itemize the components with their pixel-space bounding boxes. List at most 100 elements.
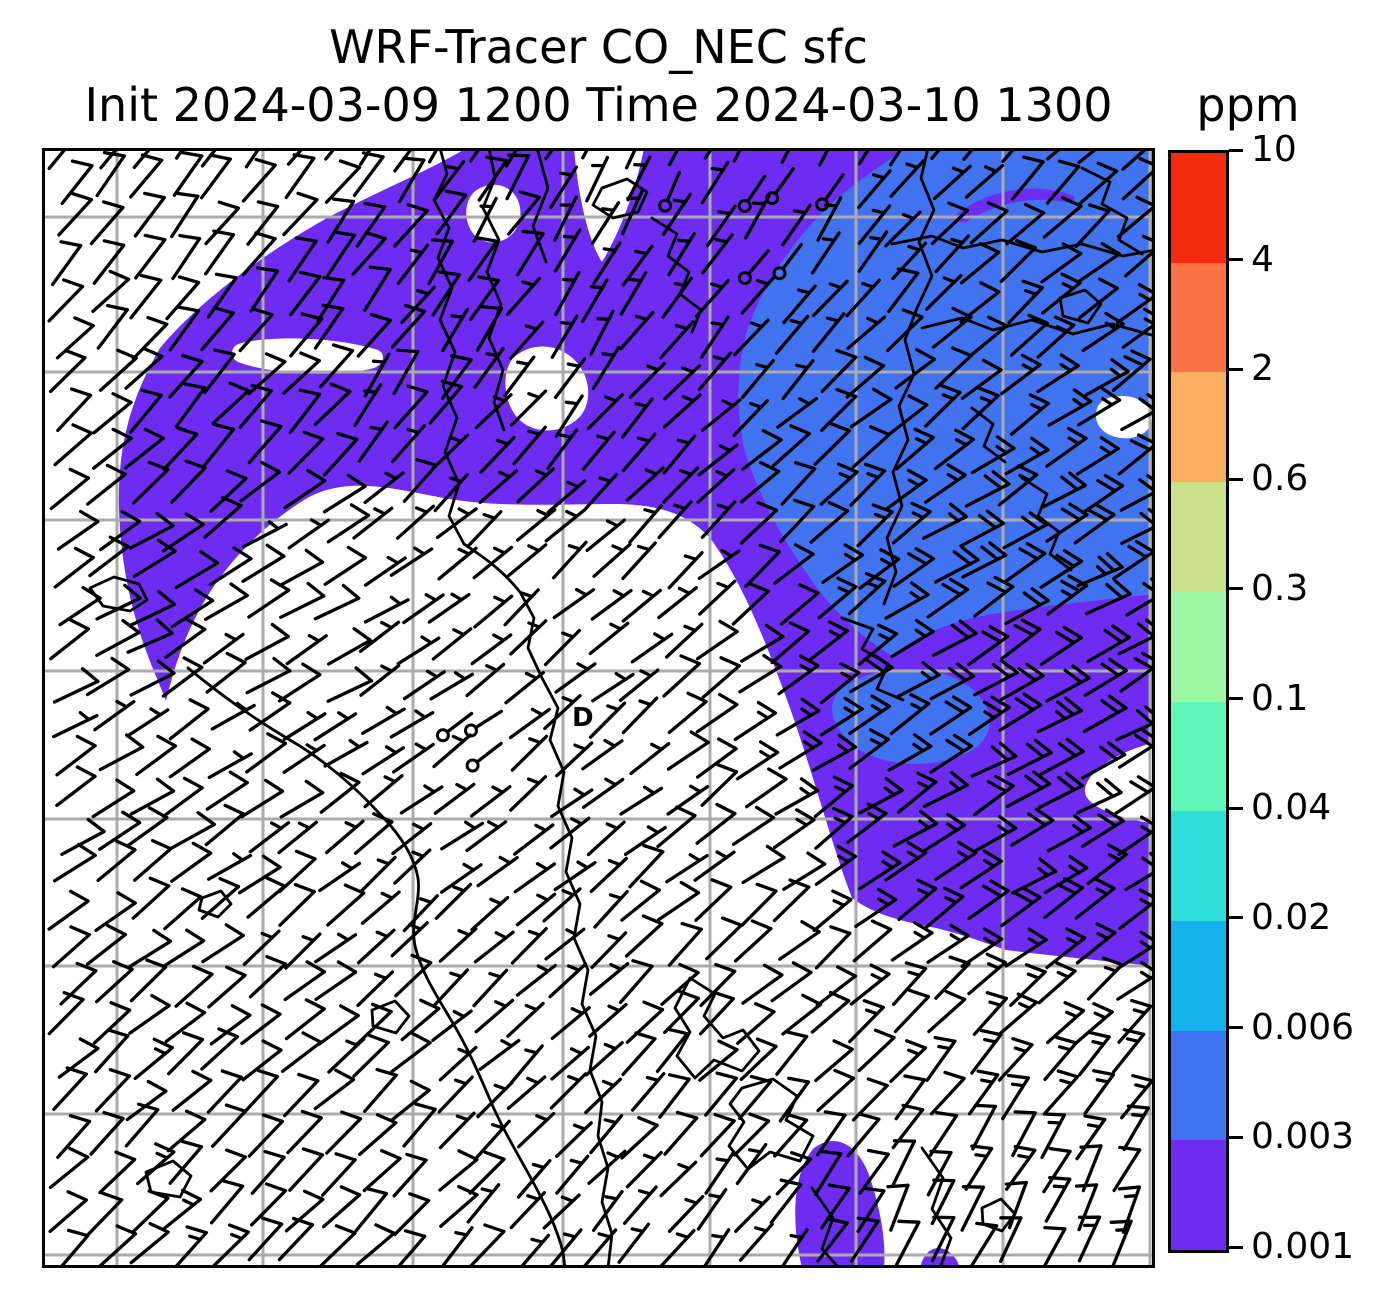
wind-barb [313,1068,356,1111]
wind-barb [327,1037,366,1074]
wind-barb [961,541,1008,579]
wind-barb [731,805,776,846]
wind-barb [517,1111,556,1149]
wind-barb [779,583,820,626]
colorbar-tick [1229,258,1243,262]
wind-barb [479,435,516,474]
wind-barb [925,1035,957,1082]
wind-barb [1077,1030,1111,1077]
wind-barb [47,991,85,1036]
wind-barb [434,882,473,920]
wind-barb [775,1030,809,1076]
map-plot: D [42,148,1155,1268]
wind-barb [972,991,1009,1036]
wind-barb [593,889,629,929]
wind-barb [630,632,674,664]
colorbar-tick-label: 0.003 [1251,1116,1355,1158]
wind-barb [819,662,861,705]
wind-barb [699,962,737,1008]
wind-barb [857,1028,896,1073]
wind-barb [782,284,817,325]
wind-barb [48,1146,90,1190]
wind-barb [393,1192,431,1237]
wind-barb [125,707,170,738]
wind-barb [970,1028,1003,1075]
calm-wind-circle [658,198,673,213]
wind-barb [1081,311,1125,353]
wind-barb [967,1069,1000,1116]
wind-barb [973,575,1015,618]
colorbar-tick [1229,587,1243,591]
wind-barb [361,705,406,735]
wind-barb [847,571,887,616]
wind-barb [659,320,695,360]
wind-barb [781,242,803,271]
wind-barb [515,892,557,927]
wind-barb [56,1114,92,1159]
wind-barb [395,504,436,540]
wind-barb [56,509,100,551]
wind-barb [664,622,704,659]
wind-barb [590,931,628,970]
wind-barb [582,1228,618,1268]
wind-barb [467,236,499,283]
wind-barb [357,420,389,463]
wind-barb [168,1139,204,1185]
wind-barb [621,1031,657,1077]
coastline-path [591,177,649,220]
wind-barb [781,203,812,247]
wind-barb [554,394,584,439]
wind-barb [1115,930,1155,971]
wind-barb [246,876,287,919]
wind-barb [629,742,671,776]
wind-barb [284,1189,325,1233]
wind-barb [1076,777,1123,815]
wind-barb [94,960,134,1004]
wind-barb [1001,148,1017,164]
wind-barb [933,428,976,471]
wind-barb [241,231,277,277]
wind-barb [86,1191,124,1236]
colorbar-segment [1171,153,1226,263]
wind-barb [402,593,445,625]
wind-barb [1077,1215,1102,1263]
wind-barb [206,272,238,319]
colorbar-tick [1229,148,1243,152]
wind-barb [322,431,359,477]
wind-barb [740,623,785,663]
wind-barb [589,309,615,356]
wind-barb [967,952,1008,996]
wind-barb [206,1069,243,1114]
wind-barb [663,989,701,1035]
wind-barb [245,732,288,774]
wind-barb [999,239,1038,284]
wind-barb [200,148,219,168]
wind-barb [621,397,654,439]
wind-barb [744,194,771,240]
wind-barb [1078,242,1122,283]
wind-barb [848,654,894,694]
wind-barb [816,1068,856,1113]
wind-barb [775,697,821,737]
wind-barb [438,1045,478,1082]
coastline-path [186,666,567,1268]
wind-barb [133,1037,174,1081]
wind-barb [849,963,891,1006]
wind-barb [200,153,232,200]
coastline-path [1020,476,1073,572]
wind-barb [92,392,133,435]
wind-barb [928,1110,959,1158]
wind-barb [428,379,464,425]
wind-barb [202,632,245,665]
wind-barb [466,1183,501,1224]
wind-barb [695,692,739,734]
wind-barb [1086,956,1124,1001]
colorbar-tick-label: 2 [1251,348,1274,390]
wind-barb [1045,1001,1086,1045]
wind-barb [129,1221,170,1265]
wind-barb [848,694,892,736]
wind-barb [351,231,387,276]
wind-barb [174,964,214,1008]
wind-barb [1004,1180,1028,1230]
wind-barb [619,310,655,351]
